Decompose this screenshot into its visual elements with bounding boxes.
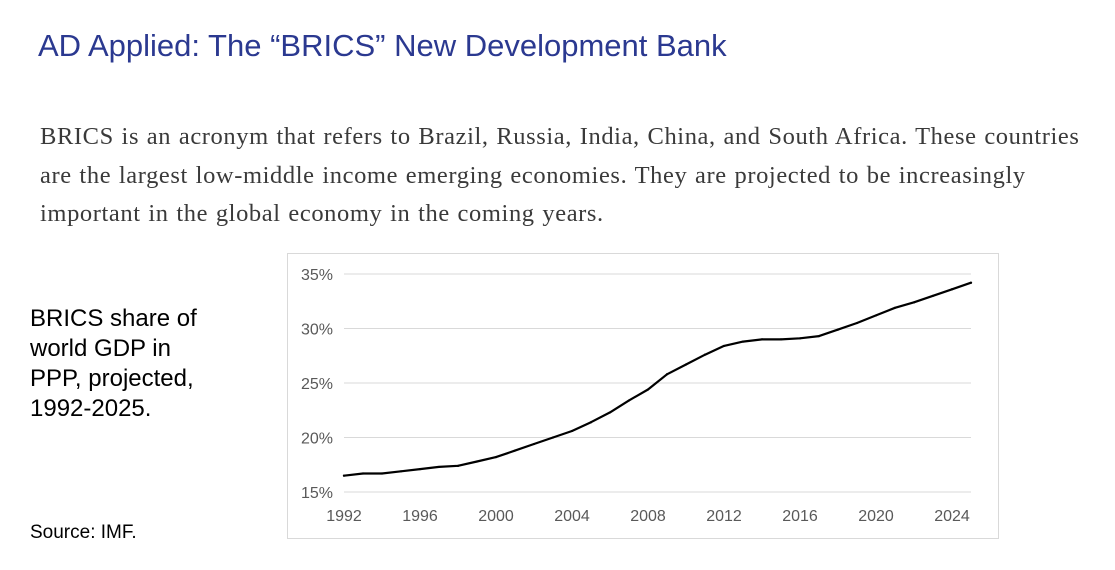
data-point: [703, 353, 707, 356]
data-point: [475, 460, 479, 463]
data-point: [342, 474, 346, 477]
data-point: [779, 338, 783, 341]
data-point: [361, 472, 365, 475]
y-tick-label: 35%: [301, 267, 333, 284]
chart-caption: BRICS share of world GDP in PPP, project…: [30, 305, 197, 422]
y-tick-label: 25%: [301, 376, 333, 393]
data-point: [437, 465, 441, 469]
y-tick-label: 20%: [301, 431, 333, 448]
x-tick-label: 2000: [478, 508, 514, 525]
x-tick-label: 2004: [554, 508, 590, 525]
data-point: [931, 294, 935, 297]
x-tick-label: 2024: [934, 508, 970, 525]
data-point: [399, 470, 403, 473]
chart-frame: 15% 20% 25% 30% 35% 1992 1996 2000 2004 2008 2012 2…: [287, 253, 999, 539]
x-tick-label: 2016: [782, 508, 818, 525]
data-point: [817, 335, 821, 338]
data-point: [532, 442, 536, 446]
data-point: [722, 344, 726, 348]
x-tick-label: 1996: [402, 508, 438, 525]
data-point: [608, 411, 612, 414]
data-point: [589, 421, 593, 424]
data-point: [684, 363, 688, 366]
x-tick-label: 1992: [326, 508, 362, 525]
data-point: [513, 449, 517, 452]
data-point: [665, 373, 669, 376]
x-tick-label: 2008: [630, 508, 666, 525]
data-point: [912, 301, 916, 304]
source-note: Source: IMF.: [30, 522, 137, 543]
data-point: [836, 328, 840, 331]
x-tick-label: 2012: [706, 508, 742, 525]
data-point: [950, 288, 954, 291]
data-point: [380, 472, 384, 475]
line-chart: 15% 20% 25% 30% 35% 1992 1996 2000 2004 2008 2012 2…: [301, 267, 973, 525]
data-point: [855, 321, 859, 325]
data-point: [627, 399, 631, 402]
series-line-0: [342, 281, 973, 477]
slide-body-text: BRICS is an acronym that refers to Brazi…: [40, 123, 1080, 227]
data-point: [893, 306, 897, 309]
data-point: [551, 436, 555, 439]
y-tick-label: 15%: [301, 485, 333, 502]
data-point: [494, 456, 498, 459]
data-point: [570, 429, 574, 433]
data-point: [874, 314, 878, 317]
data-point: [760, 338, 764, 341]
data-point: [456, 464, 460, 467]
y-tick-label: 30%: [301, 322, 333, 339]
data-point: [646, 388, 650, 391]
data-point: [741, 340, 745, 343]
data-point: [798, 337, 802, 340]
data-point: [969, 281, 973, 284]
slide-title: AD Applied: The “BRICS” New Development …: [38, 28, 727, 63]
x-tick-label: 2020: [858, 508, 894, 525]
data-point: [418, 468, 422, 471]
